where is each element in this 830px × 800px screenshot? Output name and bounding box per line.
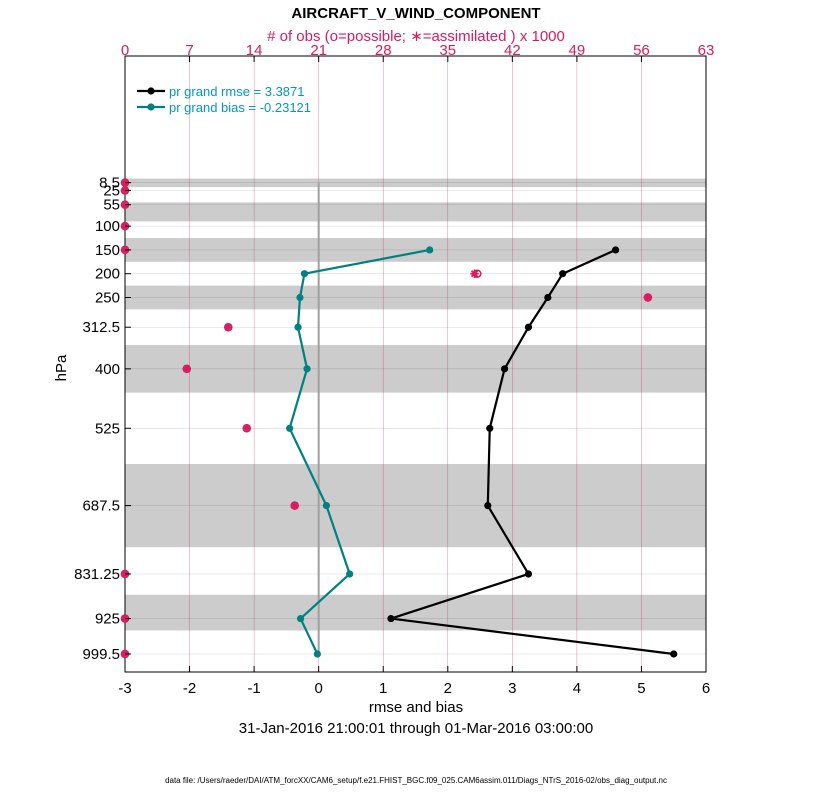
y-tick-label: 100 [95,218,120,235]
top-tick-label: 56 [633,42,650,59]
obs-assimilated-marker [470,269,479,278]
bias-point [296,293,304,302]
top-tick-label: 35 [439,42,456,59]
bias-point [286,424,294,432]
top-tick-label: 42 [504,42,521,59]
x-tick-label: -3 [118,680,131,697]
rmse-point [670,650,678,658]
x-tick-label: -1 [247,680,260,697]
shaded-layer [125,285,706,310]
x-tick-label: 2 [444,680,452,697]
shaded-layer [125,202,706,222]
asterisk-stroke [291,501,299,510]
y-tick-label: 831.25 [74,566,120,583]
legend-rmse-label: pr grand rmse = 3.3871 [169,84,305,99]
asterisk-stroke [470,270,479,278]
y-tick-label: 999.5 [82,646,120,663]
bias-point [322,501,331,510]
obs-assimilated-marker [643,293,653,302]
top-tick-label: 14 [246,42,263,59]
y-tick-label: 250 [95,289,120,306]
top-tick-label: 21 [310,42,327,59]
rmse-point [500,365,509,373]
bias-series [286,246,434,658]
footnote: data file: /Users/raeder/DAI/ATM_forcXX/… [165,776,667,785]
y-tick-label: 525 [95,420,120,437]
bias-line [288,248,430,655]
legend-bias-label: pr grand bias = -0.23121 [169,100,311,115]
obs-assimilated-marker [182,364,191,374]
x-tick-label: 1 [379,680,387,697]
shaded-layer [125,178,706,188]
y-tick-label: 925 [95,611,120,628]
x-tick-label: 5 [637,680,645,697]
shaded-layers [125,178,706,631]
bias-point [346,570,354,578]
rmse-point [544,293,552,302]
rmse-point [612,246,620,254]
asterisk-stroke [224,323,232,331]
y-tick-label: 400 [95,361,120,378]
asterisk-stroke [644,293,652,302]
x-tick-label: 6 [702,680,710,697]
top-tick-label: 49 [569,42,586,59]
obs-assimilated-marker [224,323,233,332]
shaded-layer [125,463,706,548]
bias-point [303,365,311,373]
date-range: 31-Jan-2016 21:00:01 through 01-Mar-2016… [239,720,593,737]
plot-frame [124,55,707,673]
chart-title: AIRCRAFT_V_WIND_COMPONENT [291,5,540,22]
bias-point [313,650,321,658]
y-tick-label: 200 [95,266,120,283]
y-tick-label: 312.5 [82,319,120,336]
legend-bias-marker [147,103,155,111]
rmse-point [486,424,494,432]
top-axis-label: # of obs (o=possible; ∗=assimilated ) x … [267,28,565,45]
obs-assimilated-marker [290,501,299,510]
axis-ticks: -3 -2 -1 0 1 2 3 4 5 60 7 14 21 28 35 42 49 56 638.5255510… [74,42,714,697]
rmse-line [390,248,674,656]
legend-rmse-marker [147,87,155,95]
x-axis-label: rmse and bias [369,699,463,716]
bias-point [426,246,434,254]
y-tick-label: 687.5 [82,498,120,515]
y-tick-label: 8.5 [99,175,120,192]
y-axis-label: hPa [53,354,70,381]
shaded-layer [125,594,706,631]
shaded-layer [125,238,706,262]
y-tick-label: 55 [103,197,120,214]
shaded-layer [125,345,706,393]
top-tick-label: 7 [185,42,193,59]
rmse-point [387,614,395,623]
rmse-point [484,501,492,510]
obs-assimilated-marker [242,424,251,433]
bias-point [294,323,302,331]
asterisk-stroke [243,424,251,432]
x-tick-label: 4 [573,680,581,697]
bias-point [300,270,309,278]
top-tick-label: 63 [698,42,715,59]
rmse-point [524,570,533,578]
y-tick-label: 25 [103,182,120,199]
x-tick-label: 0 [314,680,322,697]
top-tick-label: 0 [121,42,129,59]
rmse-point [559,270,567,278]
rmse-series [387,246,678,658]
bias-point [296,614,305,623]
top-tick-label: 28 [375,42,392,59]
x-tick-label: 3 [508,680,516,697]
x-tick-label: -2 [183,680,196,697]
y-tick-label: 150 [95,242,120,259]
asterisk-stroke [183,365,191,373]
rmse-point [524,323,533,331]
